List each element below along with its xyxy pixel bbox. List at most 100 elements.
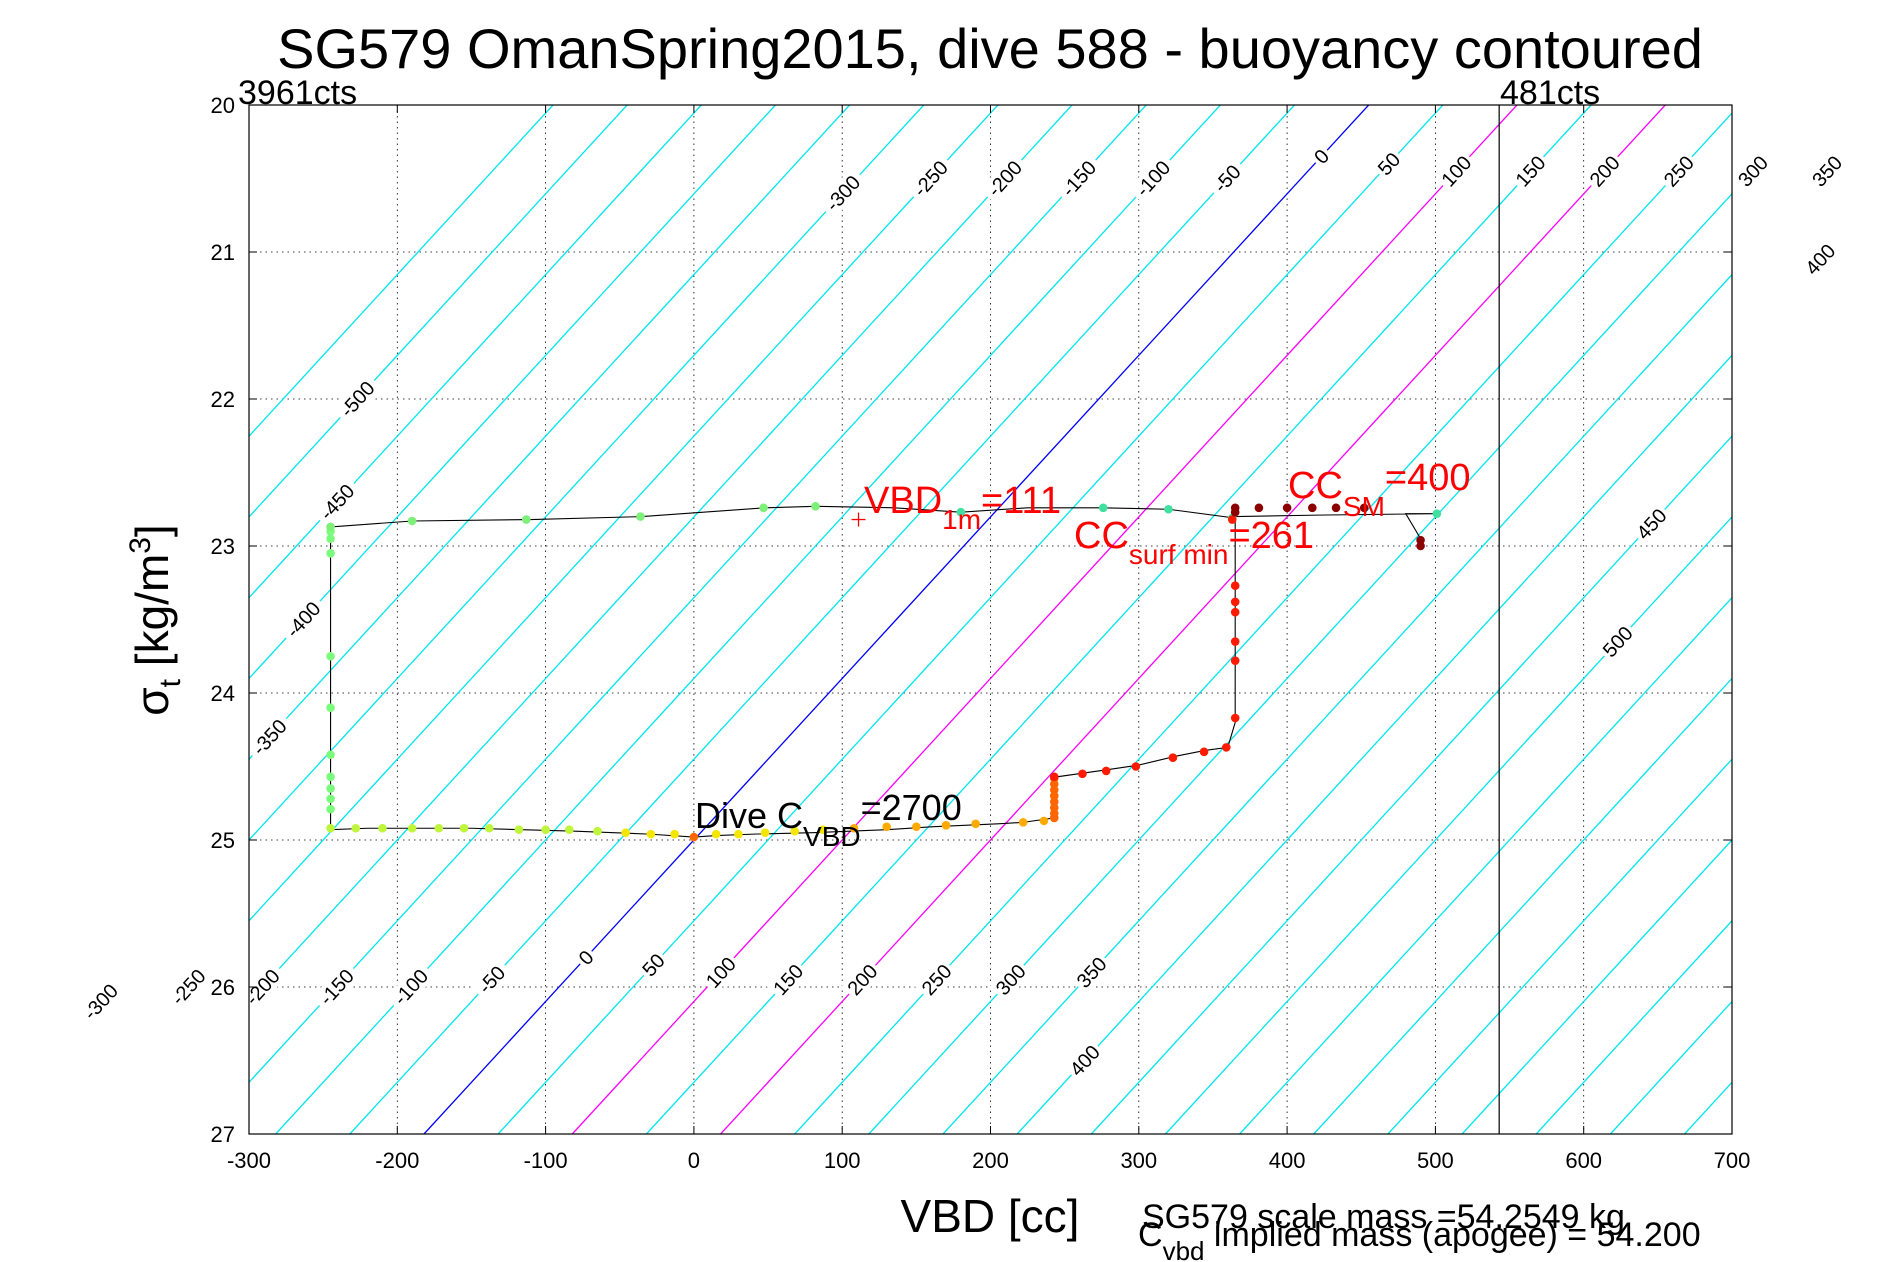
contour-label-bg	[1127, 152, 1178, 205]
data-point	[1230, 581, 1240, 590]
data-point	[1221, 743, 1231, 752]
data-point	[956, 507, 966, 517]
data-point	[541, 825, 550, 835]
data-point	[459, 823, 469, 833]
counts-left-label: 3961cts	[238, 74, 357, 112]
contour-label-bg	[989, 957, 1032, 1002]
data-point	[1049, 772, 1059, 782]
contour-label-bg	[1731, 149, 1775, 193]
scale-mass-text: SG579 scale mass =54.2549 kg	[1142, 1198, 1625, 1236]
data-point	[1039, 816, 1049, 826]
contour-label: 350	[1805, 149, 1849, 193]
y-tick-label: 26	[211, 975, 235, 1000]
data-point	[670, 829, 679, 839]
data-point	[759, 503, 768, 513]
contour-label: 400	[1798, 237, 1842, 282]
contour-label-bg	[1205, 156, 1249, 201]
contour-label: 0	[1307, 142, 1336, 171]
contour-line	[249, 105, 999, 922]
data-point	[1230, 637, 1240, 646]
data-point	[621, 828, 630, 837]
contour-line	[794, 112, 1732, 1134]
data-point	[689, 832, 699, 842]
data-point	[818, 825, 828, 835]
data-point	[522, 515, 531, 524]
contour-label-bg	[915, 957, 958, 1002]
cc-surf-min-annotation: CCsurf min=261	[1074, 515, 1314, 570]
contour-label-bg	[332, 373, 383, 425]
data-point	[565, 825, 574, 835]
contour-label-bg	[766, 957, 810, 1002]
x-tick-label: 300	[1120, 1148, 1157, 1173]
contour-label-bg	[278, 593, 329, 646]
contour-label-bg	[244, 711, 295, 763]
c-vbd-implied-mass-text: Cvbd implied mass (apogee) = 54.200	[1138, 1216, 1701, 1262]
contour-label: 450	[1630, 502, 1673, 546]
contour-label-bg	[1434, 149, 1478, 193]
data-point	[378, 823, 387, 833]
contour-line	[249, 105, 1073, 1003]
data-point	[1230, 656, 1240, 665]
data-point	[1098, 503, 1108, 513]
contour-line	[249, 105, 925, 841]
contour-label-bg	[311, 476, 362, 528]
contour-label-bg	[311, 961, 362, 1013]
contour-line	[249, 105, 1147, 1084]
data-point	[1199, 747, 1209, 757]
contour-label-bg	[1070, 950, 1113, 995]
contour-label-bg	[1657, 149, 1700, 193]
contour-label: 0	[572, 943, 600, 972]
x-axis-label: VBD [cc]	[901, 1190, 1080, 1242]
data-point	[326, 522, 335, 532]
data-point	[941, 820, 951, 830]
contour-line	[349, 105, 1295, 1134]
data-point	[636, 512, 645, 521]
data-point	[326, 794, 335, 804]
data-point	[326, 534, 335, 543]
contour-label-bg	[817, 167, 868, 220]
contour-line	[645, 105, 1592, 1134]
contour-label-bg	[572, 943, 600, 972]
data-point	[1101, 766, 1111, 776]
x-tick-label: -200	[375, 1148, 419, 1173]
contour-line	[1535, 919, 1732, 1134]
y-axis-label-units: [kg/m	[126, 554, 178, 679]
data-point	[882, 822, 891, 832]
data-point	[1359, 503, 1369, 513]
contour-line	[1090, 435, 1732, 1134]
data-point	[1432, 509, 1442, 518]
grid	[249, 105, 1732, 1134]
contour-label-bg	[1509, 149, 1552, 193]
data-point	[1282, 503, 1292, 513]
x-tick-label: 400	[1269, 1148, 1306, 1173]
contour-label-bg	[905, 152, 956, 205]
contour-label-bg	[1307, 142, 1336, 171]
data-point	[1049, 813, 1059, 823]
contour-line	[1016, 354, 1732, 1134]
y-tick-label: 22	[211, 387, 235, 412]
contour-label: 300	[1731, 149, 1775, 193]
dive-c-vbd-annotation: Dive CVBD=2700	[695, 787, 962, 852]
data-point	[351, 823, 361, 833]
data-point	[326, 823, 335, 833]
data-point	[760, 828, 770, 837]
x-tick-label: 600	[1565, 1148, 1602, 1173]
data-point	[484, 823, 494, 833]
contour-line	[275, 105, 1221, 1134]
data-point	[434, 823, 444, 833]
contour-line	[1165, 515, 1732, 1134]
data-point	[326, 804, 335, 814]
data-point	[326, 549, 335, 558]
x-tick-label: 0	[688, 1148, 700, 1173]
data-point	[849, 823, 859, 833]
contour-line	[249, 105, 702, 599]
contour-label-bg	[385, 961, 436, 1013]
data-point	[811, 502, 820, 511]
data-point	[514, 825, 524, 835]
contour-label-bg	[1053, 152, 1104, 205]
vbd-1m-annotation: VBD1m=111	[864, 480, 1061, 535]
data-point	[407, 823, 417, 833]
contour-label-bg	[1596, 619, 1639, 664]
contour-label-bg	[1063, 1038, 1106, 1083]
contour-line	[1239, 596, 1732, 1134]
